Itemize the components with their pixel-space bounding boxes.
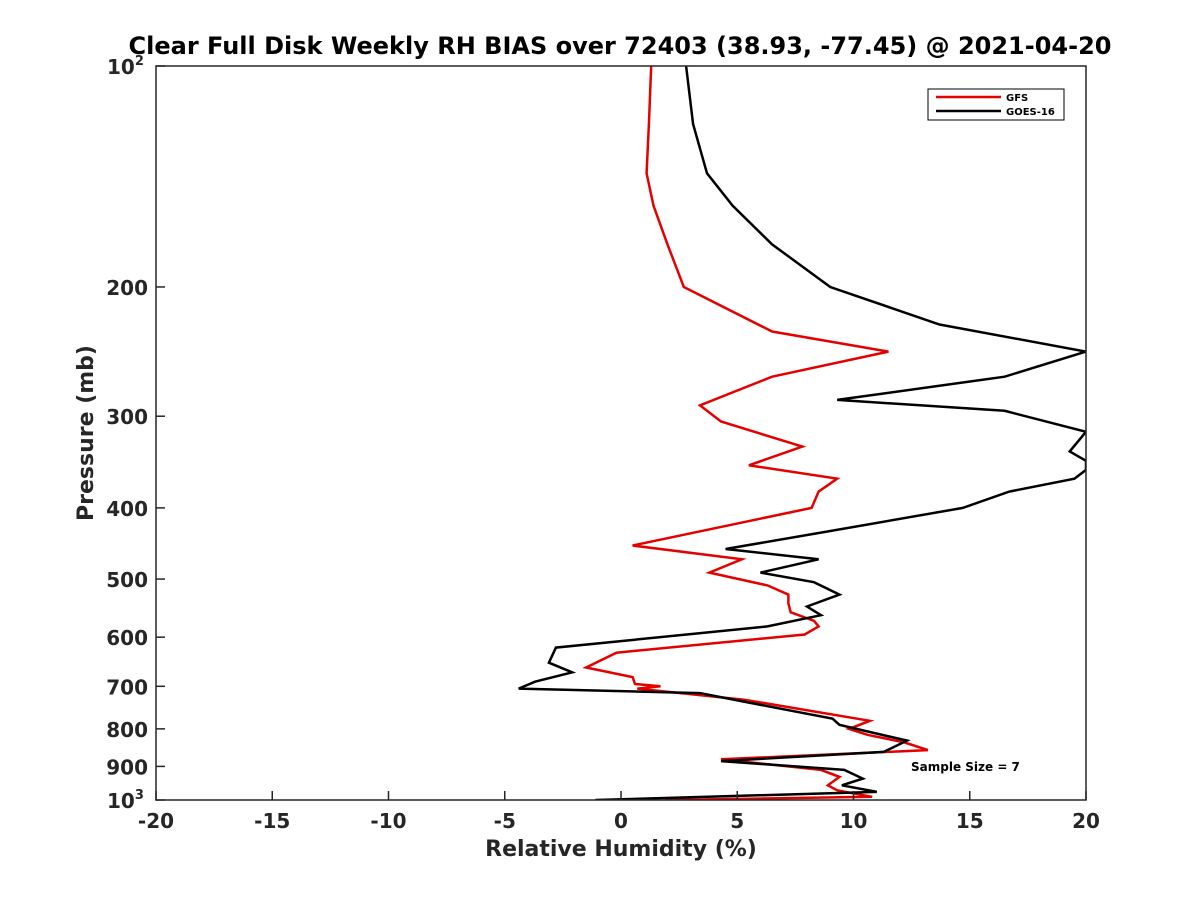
y-tick-label: 800 — [106, 718, 148, 742]
y-tick-label: 900 — [106, 755, 148, 779]
legend-box — [927, 88, 1065, 121]
x-tick-label: 20 — [1072, 809, 1100, 833]
x-tick-label: 10 — [840, 809, 868, 833]
x-axis-ticks: -20 -15 -10 -5 0 5 10 15 20 — [138, 791, 1100, 833]
series-line-gfs — [582, 66, 929, 800]
x-tick-label: 0 — [614, 809, 628, 833]
x-axis-label: Relative Humidity (%) — [485, 837, 757, 862]
x-tick-label: 5 — [730, 809, 744, 833]
legend: GFS GOES-16 — [927, 88, 1065, 121]
sample-size-annotation: Sample Size = 7 — [911, 760, 1020, 774]
x-tick-label: 15 — [956, 809, 984, 833]
y-tick-label: 500 — [106, 568, 148, 592]
x-tick-label: -5 — [494, 809, 516, 833]
legend-label-gfs: GFS — [1006, 93, 1028, 104]
y-tick-label: 300 — [106, 405, 148, 429]
y-tick-label: 200 — [106, 276, 148, 300]
plot-lines — [518, 66, 1086, 800]
x-tick-label: -20 — [138, 809, 174, 833]
y-tick-label: 102 — [107, 54, 144, 79]
y-tick-label: 600 — [106, 626, 148, 650]
y-axis-label: Pressure (mb) — [74, 345, 99, 521]
y-tick-label: 700 — [106, 675, 148, 699]
chart-title: Clear Full Disk Weekly RH BIAS over 7240… — [129, 32, 1112, 60]
legend-label-goes16: GOES-16 — [1006, 107, 1055, 118]
y-tick-label: 400 — [106, 497, 148, 521]
x-tick-label: -10 — [370, 809, 406, 833]
series-line-goes16 — [518, 66, 1086, 800]
x-tick-label: -15 — [254, 809, 290, 833]
